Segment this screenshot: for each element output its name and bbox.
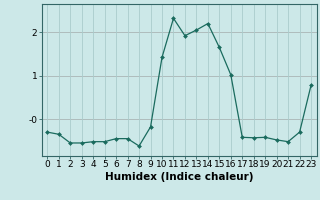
X-axis label: Humidex (Indice chaleur): Humidex (Indice chaleur): [105, 172, 253, 182]
